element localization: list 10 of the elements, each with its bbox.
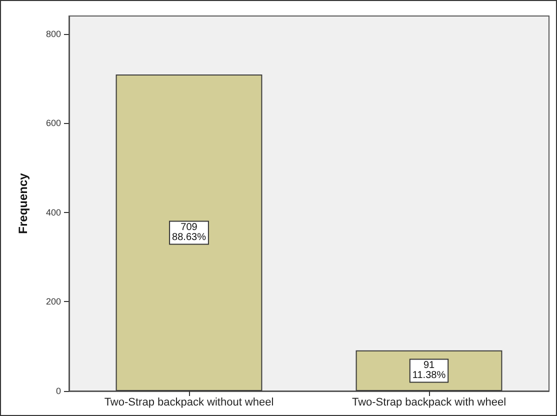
x-tick-label: Two-Strap backpack without wheel bbox=[104, 396, 274, 408]
y-tick-label: 800 bbox=[46, 28, 61, 39]
x-tick-label: Two-Strap backpack with wheel bbox=[352, 396, 506, 408]
data-label: 91 11.38% bbox=[412, 360, 446, 382]
y-axis-title: Frequency bbox=[16, 172, 30, 234]
y-tick-label: 400 bbox=[46, 207, 61, 218]
y-tick-label: 0 bbox=[56, 386, 61, 396]
data-label: 709 88.63% bbox=[172, 222, 206, 244]
y-tick-label: 200 bbox=[46, 296, 61, 307]
y-tick-label: 600 bbox=[46, 118, 61, 128]
